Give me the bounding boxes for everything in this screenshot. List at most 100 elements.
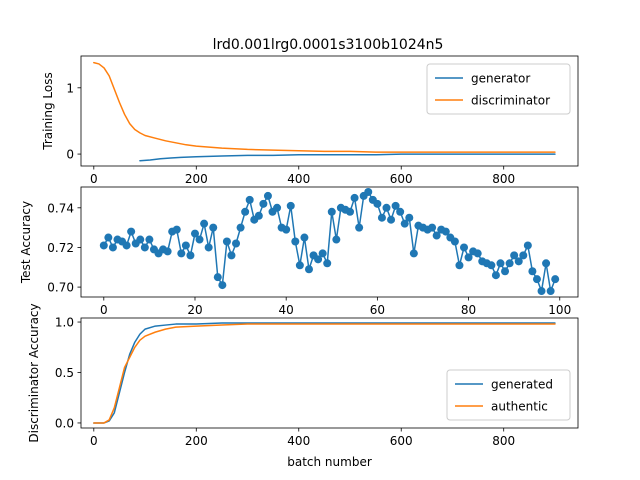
data-point [387,215,396,224]
y-tick-label: 0.74 [47,201,74,215]
data-point [291,237,300,246]
data-point [377,213,386,222]
data-point [227,251,236,260]
data-point [136,235,145,244]
data-point [464,253,473,262]
data-point [551,275,560,284]
data-point [323,259,332,268]
x-tick-label: 200 [185,434,208,448]
y-tick-label: 0.70 [47,281,74,295]
legend-box [446,369,571,421]
y-axis-label: Training Loss [41,72,55,150]
y-tick-label: 0.5 [55,366,74,380]
x-tick-label: 800 [492,434,515,448]
series-line-series-1 [103,191,556,292]
chart-title: lrd0.001lrg0.0001s3100b1024n5 [213,37,444,53]
legend-label-authentic: authentic [491,400,548,414]
data-point [314,255,323,264]
data-point [350,193,359,202]
data-point [428,223,437,232]
data-point [286,201,295,210]
data-point [528,267,537,276]
x-tick-label: 0 [90,434,98,448]
data-point [405,213,414,222]
data-point [514,257,523,266]
data-point [232,239,241,248]
data-point [104,233,113,242]
data-point [332,235,341,244]
data-point [523,241,532,250]
data-point [163,247,172,256]
x-tick-label: 200 [185,172,208,186]
data-point [505,259,514,268]
data-point [496,259,505,268]
data-point [282,225,291,234]
data-point [501,267,510,276]
data-point [364,187,373,196]
data-point [519,251,528,260]
series-line-generated [93,322,556,424]
data-point [441,227,450,236]
y-tick-label: 1.0 [55,316,74,330]
data-point [172,225,181,234]
x-tick-label: 0 [90,172,98,186]
data-point [491,271,500,280]
data-point [327,207,336,216]
x-tick-label: 20 [187,303,202,317]
data-point [190,229,199,238]
data-point [186,251,195,260]
data-point [473,249,482,258]
data-point [450,237,459,246]
x-tick-label: 80 [461,303,476,317]
data-point [218,281,227,290]
legend-label-discriminator: discriminator [471,94,550,108]
data-point [236,223,245,232]
subplot-2: 0 20 40 60 80 100 0.70 0.72 0.74 Test Accuracy [19,186,579,317]
axes-frame [80,186,579,298]
x-tick-label: 800 [492,172,515,186]
y-axis-label: Discriminator Accuracy [27,303,41,442]
data-point [213,273,222,282]
x-tick-label: 400 [287,172,310,186]
x-tick-label: 600 [390,434,413,448]
data-point [241,207,250,216]
data-point [304,265,313,274]
y-tick-label: 0 [66,148,74,162]
data-point [200,219,209,228]
data-point [460,243,469,252]
data-point [108,243,117,252]
data-point [382,203,391,212]
data-point [542,259,551,268]
data-point [432,231,441,240]
data-point [140,243,149,252]
data-point [346,207,355,216]
x-tick-label: 600 [390,172,413,186]
data-point [295,261,304,270]
x-tick-label: 0 [100,303,108,317]
legend-box [426,63,571,115]
axes-frame [80,55,579,167]
legend-label-generated: generated [491,378,553,392]
data-point [263,191,272,200]
data-point [510,251,519,260]
data-point [396,207,405,216]
data-point [546,287,555,296]
y-tick-label: 1 [66,81,74,95]
x-tick-label: 40 [279,303,294,317]
axes-frame [80,317,579,429]
data-point [204,243,213,252]
x-tick-label: 400 [287,434,310,448]
plot-area [93,322,556,424]
data-point [245,195,254,204]
data-point [455,261,464,270]
legend: generated authentic [446,369,571,421]
data-point [487,261,496,270]
data-point [177,249,186,258]
data-point [222,237,231,246]
data-point [273,203,282,212]
data-point [373,199,382,208]
data-point [532,275,541,284]
data-point [195,235,204,244]
series-line-generator [139,153,556,162]
x-tick-label: 100 [548,303,571,317]
